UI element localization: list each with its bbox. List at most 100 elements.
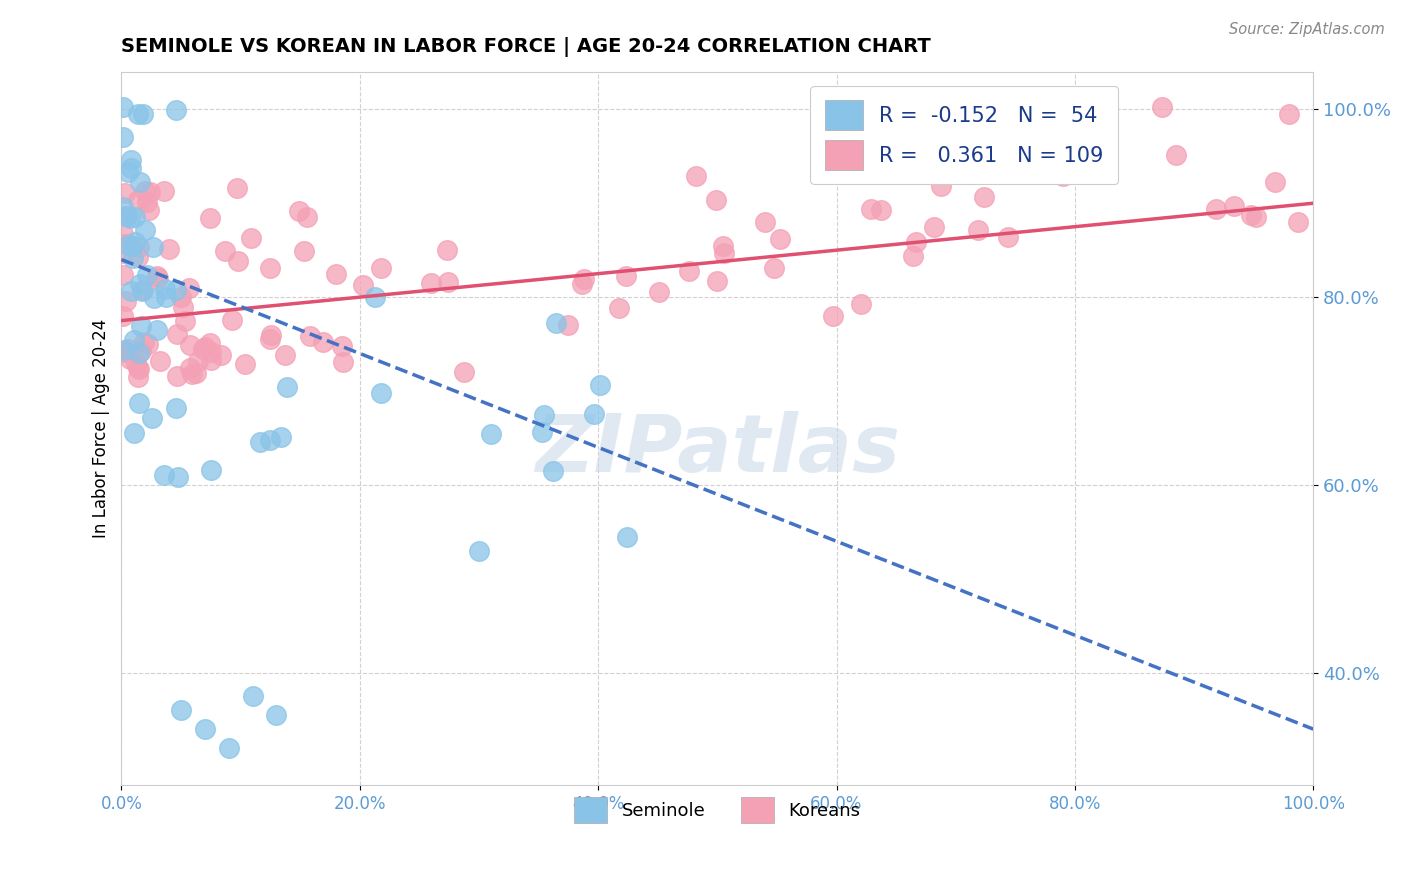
Point [132,106,155,120]
Point [114,236,136,251]
Point [260,328,283,343]
Point [111,245,134,260]
Point [124,333,146,347]
Point [295,210,318,224]
Point [181,367,204,381]
Point [138,203,160,218]
Point [136,337,159,351]
Point [194,340,217,354]
Point [364,290,387,304]
Point [436,243,458,257]
Point [115,293,138,308]
Point [172,301,194,315]
Point [131,285,153,299]
Point [769,232,792,246]
Point [242,690,264,704]
Point [117,164,139,178]
Point [1244,211,1267,225]
Point [111,309,134,323]
Point [155,290,177,304]
Point [118,211,141,226]
Point [193,343,215,357]
Point [754,215,776,229]
Point [134,335,156,350]
Text: Source: ZipAtlas.com: Source: ZipAtlas.com [1229,22,1385,37]
Point [127,370,149,384]
Point [165,103,187,118]
Point [114,210,136,224]
Point [114,186,136,200]
Point [557,318,579,332]
Point [167,469,190,483]
Point [127,106,149,120]
Point [1164,148,1187,162]
Point [233,358,256,372]
Point [139,185,162,199]
Point [1286,215,1309,229]
Point [187,354,209,368]
Point [125,356,148,370]
Point [198,335,221,350]
Point [298,329,321,343]
Point [1205,202,1227,216]
Point [209,348,232,362]
Point [146,271,169,285]
Point [966,223,988,237]
Point [226,254,249,268]
Point [437,275,460,289]
Point [122,425,145,440]
Point [1223,199,1246,213]
Point [763,261,786,276]
Point [218,740,240,755]
Point [135,195,157,210]
Point [1264,175,1286,189]
Point [166,369,188,384]
Point [901,249,924,263]
Point [292,244,315,259]
Y-axis label: In Labor Force | Age 20-24: In Labor Force | Age 20-24 [93,319,110,538]
Point [135,268,157,282]
Point [259,433,281,447]
Point [589,378,612,392]
Point [823,309,845,323]
Point [128,346,150,360]
Point [184,366,207,380]
Point [859,202,882,216]
Point [127,361,149,376]
Point [904,235,927,249]
Point [259,260,281,275]
Point [111,200,134,214]
Point [111,130,134,145]
Point [129,277,152,292]
Point [922,219,945,234]
Point [249,434,271,449]
Point [259,332,281,346]
Point [169,290,191,304]
Point [165,401,187,415]
Point [713,245,735,260]
Point [869,202,891,217]
Point [112,344,135,359]
Point [111,227,134,241]
Point [311,334,333,349]
Point [179,281,201,295]
Point [276,380,298,394]
Point [533,408,555,422]
Point [200,462,222,476]
Point [544,316,567,330]
Point [288,203,311,218]
Point [274,348,297,362]
Point [124,235,146,249]
Point [134,185,156,199]
Point [129,319,152,334]
Point [648,285,671,300]
Point [117,342,139,356]
Point [200,211,222,225]
Point [128,240,150,254]
Text: ZIPatlas: ZIPatlas [534,411,900,489]
Point [194,722,217,736]
Point [131,283,153,297]
Point [111,100,134,114]
Point [468,543,491,558]
Point [146,323,169,337]
